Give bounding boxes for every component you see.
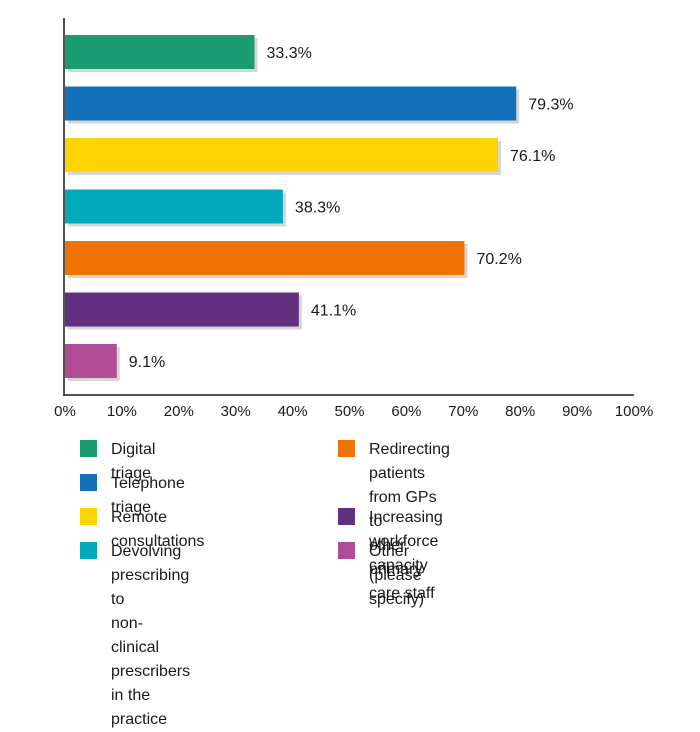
legend-item-digital-triage: Digital triage	[80, 438, 155, 486]
legend-swatch	[80, 440, 97, 457]
x-tick-label: 80%	[505, 403, 535, 420]
legend-item-redirecting-patients: Redirecting patients from GPs to other p…	[338, 438, 450, 606]
x-tick-label: 0%	[54, 403, 76, 420]
legend-swatch	[80, 474, 97, 491]
legend-label: Redirecting patients from GPs to other p…	[369, 441, 450, 602]
data-label: 9.1%	[129, 354, 165, 371]
data-label: 41.1%	[311, 303, 356, 320]
legend-label: Remote consultations	[111, 509, 205, 550]
bar	[65, 35, 255, 69]
data-label: 76.1%	[510, 148, 555, 165]
legend-label: Other (please specify)	[369, 543, 425, 608]
x-tick-label: 60%	[391, 403, 421, 420]
legend-swatch	[338, 542, 355, 559]
legend-item-devolving-prescribing: Devolving prescribing to non-clinical pr…	[80, 540, 190, 732]
legend-item-increasing-workforce: Increasing workforce capacity	[338, 506, 443, 578]
legend-label: Telephone triage	[111, 475, 185, 516]
bar-chart: 33.3% 79.3% 76.1% 38.3% 70.2% 41.1% 9.1% 0% 10%…	[54, 18, 653, 420]
legend-item-telephone-triage: Telephone triage	[80, 472, 185, 520]
data-label: 38.3%	[295, 200, 340, 217]
bar	[65, 189, 283, 224]
x-tick-label: 100%	[615, 403, 653, 420]
legend-label: Increasing workforce capacity	[369, 509, 443, 574]
data-label: 33.3%	[266, 45, 311, 62]
x-tick-label: 10%	[107, 403, 137, 420]
legend-item-other: Other (please specify)	[338, 540, 424, 612]
x-tick-label: 90%	[562, 403, 592, 420]
bar	[65, 241, 465, 275]
legend-swatch	[80, 508, 97, 525]
legend-swatch	[338, 440, 355, 457]
legend-item-remote-consultations: Remote consultations	[80, 506, 204, 554]
x-tick-label: 70%	[448, 403, 478, 420]
legend-swatch	[338, 508, 355, 525]
x-tick-label: 30%	[221, 403, 251, 420]
bar	[65, 292, 299, 327]
legend-label: Devolving prescribing to non-clinical pr…	[111, 543, 191, 728]
x-tick-label: 20%	[164, 403, 194, 420]
bar	[65, 86, 517, 121]
x-tick-label: 50%	[334, 403, 364, 420]
bar	[65, 138, 499, 172]
legend-swatch	[80, 542, 97, 559]
data-label: 70.2%	[476, 251, 521, 268]
x-tick-label: 40%	[278, 403, 308, 420]
legend-label: Digital triage	[111, 441, 156, 482]
bar	[65, 344, 117, 378]
data-label: 79.3%	[528, 97, 573, 114]
